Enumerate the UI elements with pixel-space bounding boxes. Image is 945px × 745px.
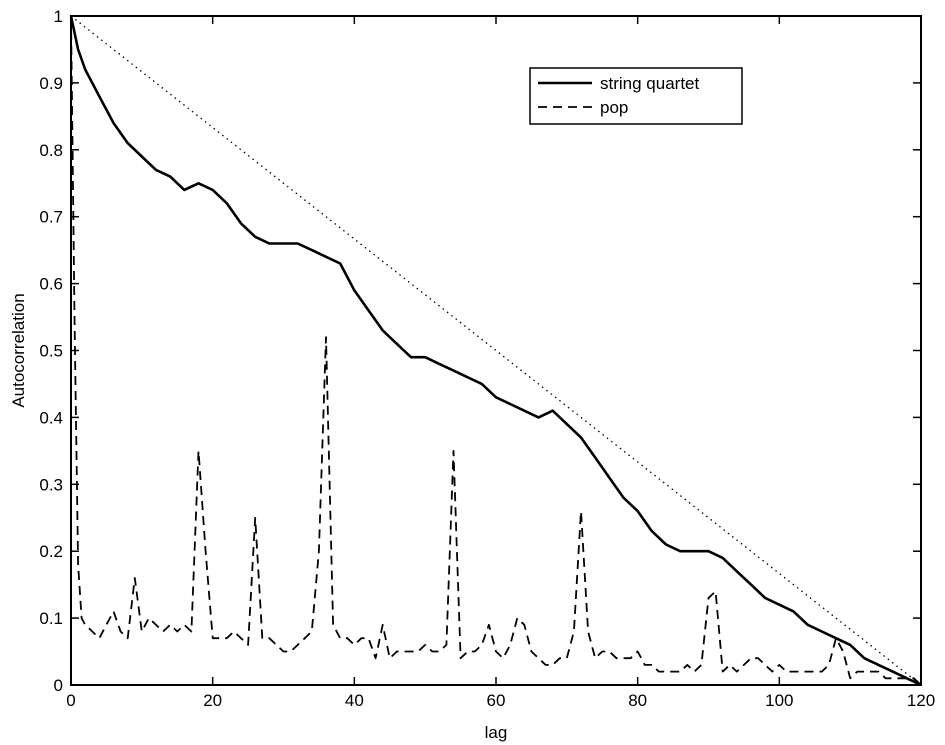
- y-tick-label: 0.3: [39, 475, 63, 494]
- legend-entry-label: pop: [600, 98, 628, 117]
- x-tick-label: 80: [628, 691, 647, 710]
- y-tick-label: 0.5: [39, 342, 63, 361]
- y-tick-label: 0.4: [39, 408, 63, 427]
- y-tick-label: 0: [54, 676, 63, 695]
- legend: string quartet pop: [529, 67, 743, 125]
- x-tick-label: 20: [203, 691, 222, 710]
- series-line-pop: [70, 15, 922, 686]
- x-tick-label: 120: [907, 691, 935, 710]
- x-tick-label: 100: [765, 691, 793, 710]
- y-tick-label: 0.7: [39, 208, 63, 227]
- x-tick-label: 60: [487, 691, 506, 710]
- series-line-string-quartet: [69, 15, 922, 687]
- y-tick-label: 0.2: [39, 542, 63, 561]
- legend-box: [529, 67, 743, 125]
- y-axis-label: Autocorrelation: [9, 293, 28, 407]
- x-tick-label: 40: [345, 691, 364, 710]
- series-lines: [69, 15, 922, 687]
- y-tick-label: 0.8: [39, 141, 63, 160]
- legend-entry-label: string quartet: [600, 74, 699, 93]
- y-tick-label: 0.1: [39, 609, 63, 628]
- y-tick-label: 1: [54, 7, 63, 26]
- x-tick-label: 0: [66, 691, 75, 710]
- y-tick-label: 0.9: [39, 74, 63, 93]
- axis-ticks: 0 20 40 60 80 100 120 0 0.1 0.2 0.3 0.4 0.5 0.6 0.7 0.8…: [39, 7, 935, 710]
- series-line-reference-diagonal: [70, 15, 922, 686]
- y-tick-label: 0.6: [39, 275, 63, 294]
- x-axis-label: lag: [485, 723, 508, 742]
